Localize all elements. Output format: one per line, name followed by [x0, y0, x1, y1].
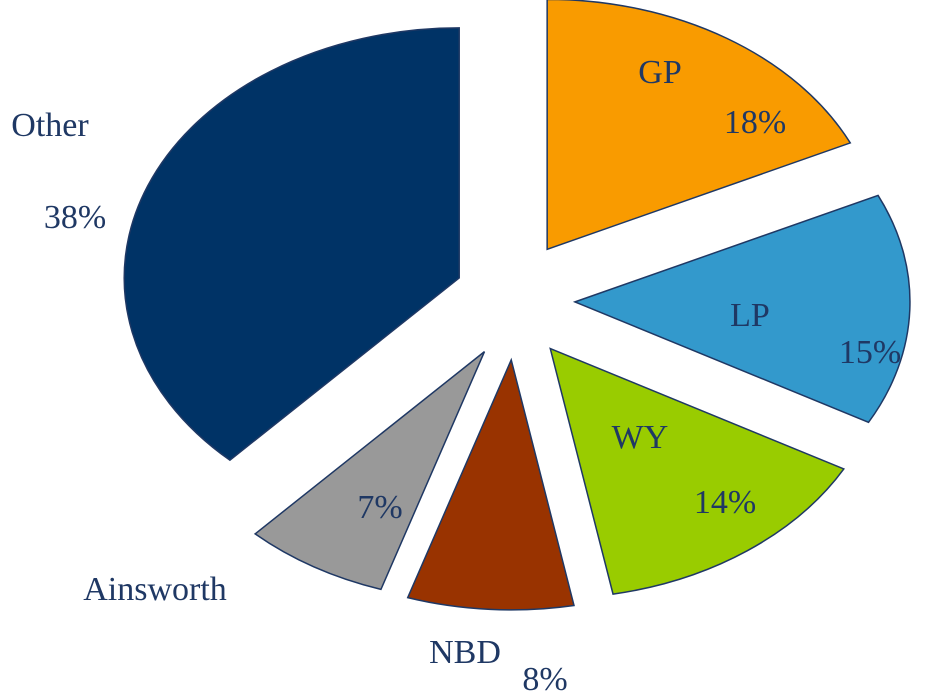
slice-value-label: 8%: [522, 661, 567, 696]
slice-value-label: 18%: [724, 104, 786, 141]
slice-label: GP: [638, 54, 681, 91]
pie-slice: [253, 351, 486, 591]
slice-value-label: 15%: [839, 334, 901, 371]
pie-slice: [572, 194, 911, 424]
slice-label: NBD: [429, 634, 501, 671]
slice-label: LP: [730, 297, 770, 334]
slice-label: WY: [612, 419, 669, 456]
pie-slice: [549, 347, 846, 595]
pie-slice: [123, 27, 460, 462]
slice-value-label: 14%: [694, 484, 756, 521]
slice-label: Other: [11, 107, 89, 144]
slice-value-label: 7%: [357, 489, 402, 526]
pie-slice: [546, 0, 852, 251]
pie-slice: [406, 357, 575, 611]
slice-value-label: 38%: [44, 199, 106, 236]
slice-label: Ainsworth: [83, 571, 227, 608]
